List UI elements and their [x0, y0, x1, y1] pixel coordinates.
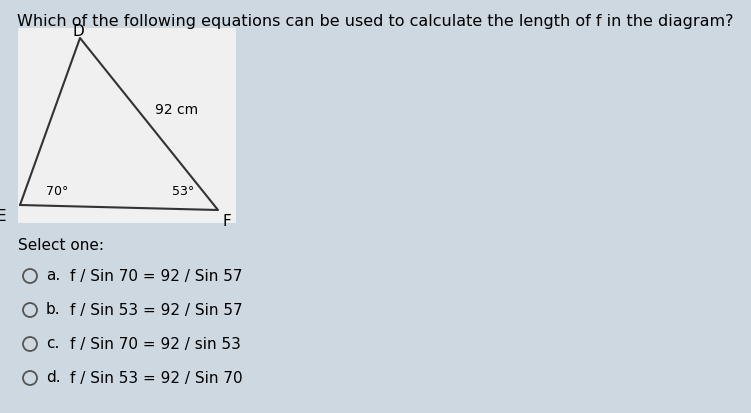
Text: f / Sin 70 = 92 / Sin 57: f / Sin 70 = 92 / Sin 57: [70, 268, 243, 283]
Text: f / Sin 53 = 92 / Sin 57: f / Sin 53 = 92 / Sin 57: [70, 302, 243, 318]
Text: c.: c.: [46, 337, 59, 351]
Text: f / Sin 53 = 92 / Sin 70: f / Sin 53 = 92 / Sin 70: [70, 370, 243, 385]
Text: Select one:: Select one:: [18, 238, 104, 253]
Text: b.: b.: [46, 302, 61, 318]
Text: D: D: [72, 24, 84, 39]
Text: d.: d.: [46, 370, 61, 385]
FancyBboxPatch shape: [18, 28, 236, 223]
Text: E: E: [0, 209, 6, 224]
Text: 70°: 70°: [46, 185, 68, 198]
Text: f / Sin 70 = 92 / sin 53: f / Sin 70 = 92 / sin 53: [70, 337, 241, 351]
Text: 92 cm: 92 cm: [155, 103, 198, 117]
Text: Which of the following equations can be used to calculate the length of f in the: Which of the following equations can be …: [17, 14, 733, 29]
Text: F: F: [223, 214, 232, 229]
Text: a.: a.: [46, 268, 60, 283]
Text: 53°: 53°: [172, 185, 195, 198]
